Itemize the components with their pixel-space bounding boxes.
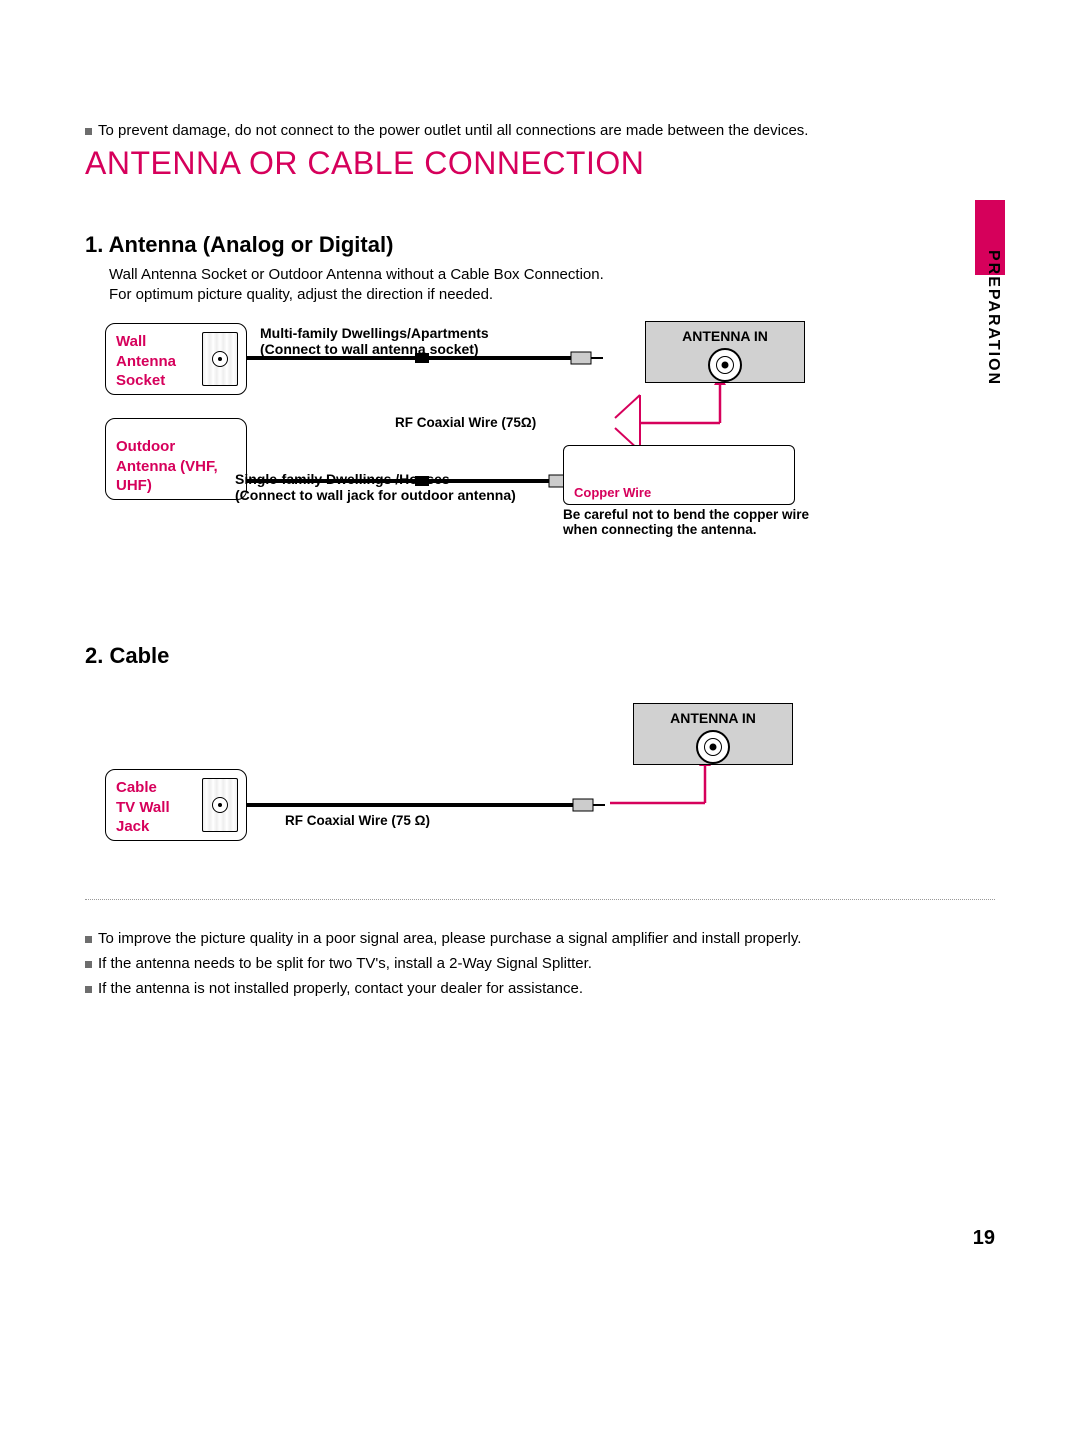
wall-socket-box: Wall Antenna Socket xyxy=(105,323,247,395)
section1-heading: 1. Antenna (Analog or Digital) xyxy=(85,232,995,258)
single-family-text: Single-family Dwellings /Houses (Connect… xyxy=(235,471,516,503)
bottom-note-2: If the antenna needs to be split for two… xyxy=(85,955,995,972)
bottom-note-3-text: If the antenna is not installed properly… xyxy=(98,980,583,997)
multi-line1: Multi-family Dwellings/Apartments xyxy=(260,325,489,341)
top-warning-text: To prevent damage, do not connect to the… xyxy=(98,122,808,139)
cable-diagram: Cable TV Wall Jack RF Coaxial Wire (75 Ω… xyxy=(85,689,995,859)
rf-label-2: RF Coaxial Wire (75 Ω) xyxy=(285,813,430,828)
antenna-in-label-2: ANTENNA IN xyxy=(670,710,756,726)
section1-sub2: For optimum picture quality, adjust the … xyxy=(109,286,995,303)
bullet-square-icon xyxy=(85,986,92,993)
divider xyxy=(85,899,995,900)
single-line1: Single-family Dwellings /Houses xyxy=(235,471,516,487)
antenna-in-box-2: ANTENNA IN xyxy=(633,703,793,765)
antenna-diagram: Wall Antenna Socket Outdoor Antenna (VHF… xyxy=(85,323,995,593)
bottom-note-1-text: To improve the picture quality in a poor… xyxy=(98,930,801,947)
cable-jack-box: Cable TV Wall Jack xyxy=(105,769,247,841)
antenna-in-box-1: ANTENNA IN xyxy=(645,321,805,383)
wall-socket-icon xyxy=(202,332,238,386)
bottom-note-2-text: If the antenna needs to be split for two… xyxy=(98,955,592,972)
top-warning-note: To prevent damage, do not connect to the… xyxy=(85,122,995,139)
cable-socket-icon xyxy=(202,778,238,832)
rf-label-1: RF Coaxial Wire (75Ω) xyxy=(395,415,536,430)
bullet-square-icon xyxy=(85,128,92,135)
bottom-note-3: If the antenna is not installed properly… xyxy=(85,980,995,997)
outdoor-antenna-box: Outdoor Antenna (VHF, UHF) xyxy=(105,418,247,500)
outdoor-antenna-label: Outdoor Antenna (VHF, UHF) xyxy=(106,419,246,504)
copper-wire-inset: Copper Wire xyxy=(563,445,795,505)
coax-port-icon-2 xyxy=(696,730,730,764)
section2-heading: 2. Cable xyxy=(85,643,995,669)
single-line2: (Connect to wall jack for outdoor antenn… xyxy=(235,487,516,503)
manual-page: PREPARATION 19 To prevent damage, do not… xyxy=(0,0,1080,1440)
bottom-note-1: To improve the picture quality in a poor… xyxy=(85,930,995,947)
page-number: 19 xyxy=(973,1227,995,1250)
coax-port-icon xyxy=(708,348,742,382)
multi-line2: (Connect to wall antenna socket) xyxy=(260,341,489,357)
copper-wire-label: Copper Wire xyxy=(574,485,651,500)
antenna-in-label-1: ANTENNA IN xyxy=(682,328,768,344)
multi-family-text: Multi-family Dwellings/Apartments (Conne… xyxy=(260,325,489,357)
copper-wire-note: Be careful not to bend the copper wire w… xyxy=(563,507,823,537)
page-title: ANTENNA OR CABLE CONNECTION xyxy=(85,145,995,182)
bullet-square-icon xyxy=(85,961,92,968)
section1-sub1: Wall Antenna Socket or Outdoor Antenna w… xyxy=(109,266,995,283)
bullet-square-icon xyxy=(85,936,92,943)
